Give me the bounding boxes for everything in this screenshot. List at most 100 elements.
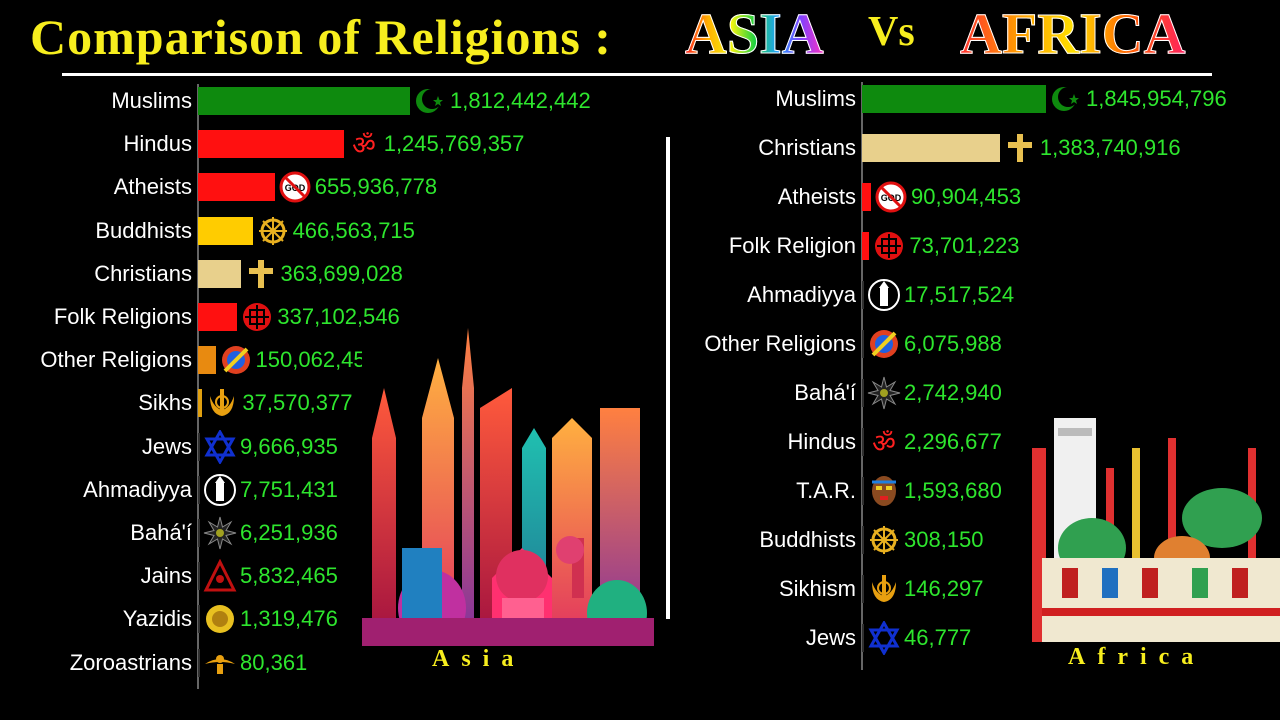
om-icon: ॐ: [347, 127, 381, 161]
category-label: Muslims: [775, 86, 856, 111]
bar: [198, 87, 410, 115]
bar-row: Other Religions 6,075,988: [680, 327, 1280, 361]
ahmadiyya-minaret-icon: [867, 278, 901, 312]
khanda-icon: [205, 386, 239, 420]
category-label: Buddhists: [759, 527, 856, 552]
value-label: 655,936,778: [314, 174, 438, 200]
bar: [862, 281, 864, 309]
category-label: Hindus: [787, 429, 856, 454]
om-icon: ॐ: [867, 425, 901, 459]
category-label: Other Religions: [40, 347, 192, 373]
category-label: Jews: [805, 625, 856, 650]
value-label: 146,297: [904, 576, 984, 601]
title-underline: [62, 73, 1212, 76]
bar: [862, 477, 864, 505]
africa-skyline-illustration: [1022, 408, 1280, 642]
bar-row: Atheists GOD90,904,453: [680, 180, 1280, 214]
bahai-star-icon: [867, 376, 901, 410]
bar-row: Muslims 1,845,954,796: [680, 82, 1280, 116]
faravahar-icon: [203, 646, 237, 680]
value-label: 17,517,524: [904, 282, 1015, 307]
star-of-david-icon: [203, 428, 237, 465]
bar: [862, 183, 872, 211]
category-label: Buddhists: [95, 217, 192, 243]
cross-icon: [1003, 131, 1037, 165]
category-label: Jains: [140, 563, 192, 589]
interfaith-icon: [867, 327, 901, 361]
value-label: 5,832,465: [240, 563, 338, 589]
bar: [198, 259, 241, 288]
bar-row: Jains 5,832,465: [0, 558, 660, 593]
star-of-david-icon: [867, 619, 901, 657]
bar: [862, 526, 864, 554]
value-label: 73,701,223: [909, 233, 1020, 258]
value-label: 2,296,677: [904, 429, 1002, 454]
bar-row: Bahá'í 6,251,936: [0, 516, 660, 550]
panel-divider: [666, 137, 670, 619]
khanda-icon: [867, 572, 901, 606]
africa-bar-chart: Muslims 1,845,954,796 Christians 1,383,740,…: [680, 82, 1280, 670]
bar-row: Christians 363,699,028: [0, 257, 660, 291]
value-label: 308,150: [904, 527, 984, 552]
bar: [198, 173, 275, 202]
value-label: 150,062,452: [255, 347, 378, 373]
bar: [198, 389, 203, 418]
dharma-wheel-icon: [867, 523, 901, 557]
asia-caption: Asia: [432, 646, 526, 672]
cross-icon: [244, 257, 278, 291]
bar-row: Zoroastrians 80,361: [0, 646, 660, 680]
no-god-icon: GOD: [874, 180, 908, 214]
value-label: 37,570,377: [242, 390, 353, 416]
category-label: Yazidis: [122, 606, 192, 632]
category-label: Sikhism: [778, 576, 856, 601]
yazidi-icon: [203, 602, 237, 636]
bar: [862, 330, 864, 358]
bar: [198, 130, 344, 159]
category-label: Christians: [758, 135, 856, 160]
asia-bar-chart: Muslims 1,812,442,442 Hindus ॐ 1,245,769,357…: [0, 84, 660, 689]
bar-row: Buddhists 308,150: [680, 523, 1280, 557]
title-vs: Vs: [868, 9, 915, 55]
value-label: 6,075,988: [904, 331, 1002, 356]
value-label: 1,383,740,916: [1039, 135, 1181, 160]
category-label: Other Religions: [704, 331, 856, 356]
category-label: Jews: [141, 433, 192, 459]
category-label: Ahmadiyya: [83, 476, 192, 502]
bar: [862, 428, 864, 456]
bar: [862, 134, 1000, 162]
interfaith-icon: [219, 343, 253, 377]
jain-icon: [203, 558, 237, 593]
category-label: Hindus: [123, 131, 192, 157]
svg-text:ॐ: ॐ: [872, 429, 896, 459]
value-label: 466,563,715: [292, 217, 415, 243]
category-label: Bahá'í: [794, 380, 856, 405]
bar-row: Christians 1,383,740,916: [680, 131, 1280, 165]
value-label: 90,904,453: [911, 184, 1022, 209]
chart-title: Comparison of Religions :: [30, 8, 612, 66]
category-label: Christians: [94, 260, 192, 286]
asia-skyline-illustration: [362, 328, 654, 646]
bar-row: T.A.R. 1,593,680: [680, 474, 1280, 508]
category-label: Folk Religion: [728, 233, 856, 258]
value-label: 1,245,769,357: [383, 131, 525, 157]
bar-row: Folk Religions 337,102,546: [0, 300, 660, 334]
bar-row: Sikhs 37,570,377: [0, 386, 660, 420]
value-label: 80,361: [240, 649, 308, 675]
dharma-wheel-icon: [256, 214, 290, 248]
bar: [198, 432, 200, 461]
bar: [198, 475, 200, 504]
crescent-icon: [413, 84, 447, 118]
bar-row: Bahá'í 2,742,940: [680, 376, 1280, 410]
value-label: 1,812,442,442: [450, 88, 591, 113]
y-axis-line: [197, 84, 199, 689]
title-africa: AFRICA: [960, 1, 1187, 67]
bar-row: Yazidis 1,319,476: [0, 602, 660, 636]
folk-symbol-icon: [872, 229, 906, 263]
bar-row: Hindus ॐ 1,245,769,357: [0, 127, 660, 161]
bar-row: Folk Religion 73,701,223: [680, 229, 1280, 263]
bar-row: Hindus ॐ 2,296,677: [680, 425, 1280, 459]
bar-row: Muslims 1,812,442,442: [0, 84, 660, 118]
bar-row: Jews 46,777: [680, 619, 1280, 657]
bar: [198, 303, 238, 331]
bar: [862, 575, 864, 603]
